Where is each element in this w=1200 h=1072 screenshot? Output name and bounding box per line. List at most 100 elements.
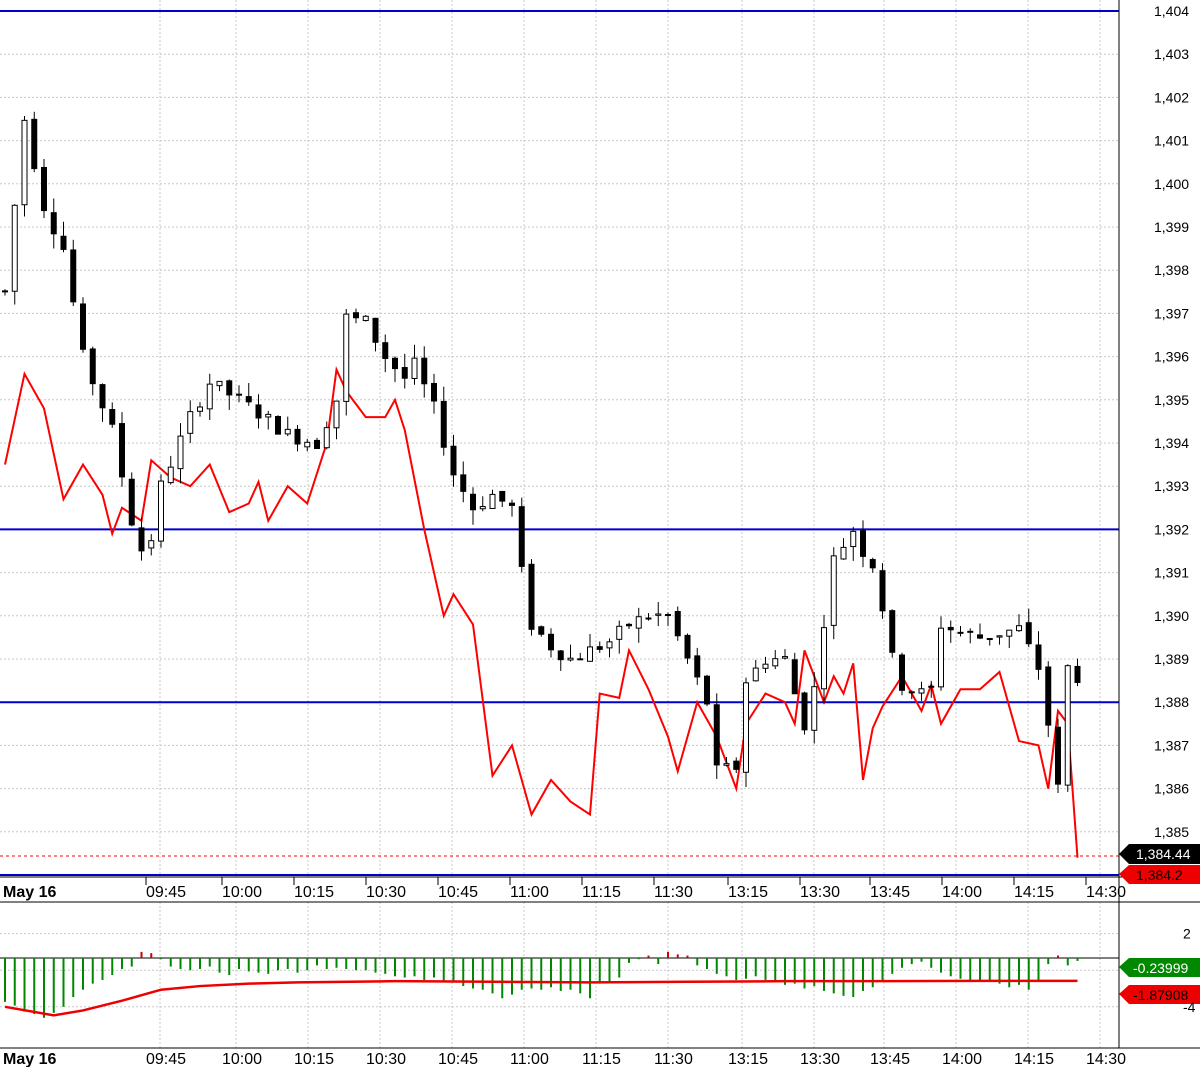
indicator-time-tick-label: 14:15 <box>1014 1051 1054 1067</box>
candle-body <box>1074 665 1081 683</box>
candle-body <box>606 641 613 649</box>
indicator-time-tick-label: 10:00 <box>222 1051 262 1067</box>
candle-body <box>587 646 593 662</box>
candle-body <box>860 530 866 557</box>
price-tick-label: 1,393 <box>1154 478 1189 494</box>
candle-body <box>304 441 311 448</box>
candle-body <box>723 763 730 766</box>
candle-body <box>382 342 389 359</box>
candle-body <box>372 317 379 343</box>
candle-body <box>635 616 642 629</box>
indicator-time-tick-label: 11:15 <box>582 1051 621 1067</box>
candle-body <box>772 658 779 667</box>
candle-body <box>801 692 808 731</box>
indicator-time-tick-label: 11:00 <box>510 1051 549 1067</box>
candle-body <box>1025 622 1032 645</box>
indicator-time-tick-label: 14:30 <box>1086 1051 1126 1067</box>
candle-body <box>470 493 476 511</box>
candle-body <box>596 646 603 650</box>
candle-body <box>284 428 291 435</box>
candle-body <box>762 663 769 669</box>
signal-value-label: -1.87908 <box>1133 987 1188 1003</box>
candle-body <box>967 630 974 633</box>
time-tick-label: 11:00 <box>510 884 549 901</box>
candle-body <box>450 445 457 476</box>
price-tick-label: 1,392 <box>1154 521 1189 537</box>
candle-body <box>1055 726 1061 785</box>
candle-body <box>236 393 242 396</box>
candle-body <box>499 490 506 502</box>
candle-body <box>1064 665 1071 786</box>
indicator-time-tick-label: 10:45 <box>438 1051 478 1067</box>
indicator-time-tick-label: 13:45 <box>870 1051 910 1067</box>
candle-body <box>206 383 213 410</box>
candle-body <box>821 627 827 690</box>
candle-body <box>138 527 145 552</box>
candle-body <box>314 439 320 449</box>
time-tick-label: 10:00 <box>222 884 262 901</box>
candle-body <box>704 675 710 705</box>
candle-body <box>440 400 447 448</box>
time-tick-label: 10:30 <box>366 884 406 901</box>
time-tick-label: 14:00 <box>942 884 982 901</box>
candle-body <box>60 235 67 250</box>
candle-body <box>2 290 8 293</box>
candle-body <box>11 204 18 292</box>
last-price-label: 1,384.44 <box>1136 846 1191 862</box>
candle-body <box>938 627 944 688</box>
candle-body <box>1045 666 1052 726</box>
candle-body <box>265 413 272 418</box>
candle-body <box>489 493 496 509</box>
overlay-line-marker: 1,384.2 <box>1119 865 1200 884</box>
candle-body <box>1006 629 1013 637</box>
candle-body <box>899 654 905 691</box>
candle-body <box>1035 644 1042 670</box>
candle-body <box>187 411 194 434</box>
candle-body <box>616 625 623 640</box>
candle-body <box>401 367 408 379</box>
price-tick-label: 1,402 <box>1154 89 1189 105</box>
time-tick-label: 11:15 <box>582 884 621 901</box>
candle-body <box>392 357 398 370</box>
candle-body <box>684 634 691 659</box>
candle-body <box>353 312 359 319</box>
candle-body <box>197 406 203 412</box>
price-tick-label: 1,401 <box>1154 133 1189 149</box>
candle-body <box>869 559 876 569</box>
signal-line <box>4 979 1078 1017</box>
time-tick-label: 11:30 <box>654 884 693 901</box>
candle-body <box>996 635 1003 638</box>
candle-body <box>50 212 57 235</box>
indicator-time-tick-label: 10:15 <box>294 1051 334 1067</box>
candle-body <box>538 626 545 635</box>
candle-body <box>528 563 535 630</box>
candle-body <box>518 506 525 567</box>
indicator-date-label: May 16 <box>3 1051 56 1067</box>
candle-body <box>782 656 788 659</box>
candle-body <box>70 249 77 303</box>
candle-body <box>479 506 486 510</box>
last-price-marker: 1,384.44 <box>1119 844 1200 864</box>
candle-body <box>889 610 896 653</box>
candle-body <box>421 357 428 385</box>
indicator-tick-label: -4 <box>1183 999 1196 1015</box>
price-tick-label: 1,399 <box>1154 219 1189 235</box>
price-tick-label: 1,391 <box>1154 565 1189 581</box>
candle-body <box>850 530 857 548</box>
candle-body <box>509 502 515 506</box>
candle-body <box>275 416 281 435</box>
candle-body <box>840 546 847 560</box>
indicator-time-tick-label: 14:00 <box>942 1051 982 1067</box>
candle-body <box>41 166 47 212</box>
candle-body <box>431 382 437 402</box>
time-tick-label: 10:15 <box>294 884 334 901</box>
candle-body <box>674 611 681 637</box>
candle-body <box>557 650 564 661</box>
time-tick-label: 14:15 <box>1014 884 1054 901</box>
indicator-time-tick-label: 11:30 <box>654 1051 693 1067</box>
price-tick-label: 1,385 <box>1154 824 1189 840</box>
candle-body <box>109 409 116 425</box>
indicator-time-tick-label: 09:45 <box>146 1051 186 1067</box>
candle-body <box>947 626 954 631</box>
